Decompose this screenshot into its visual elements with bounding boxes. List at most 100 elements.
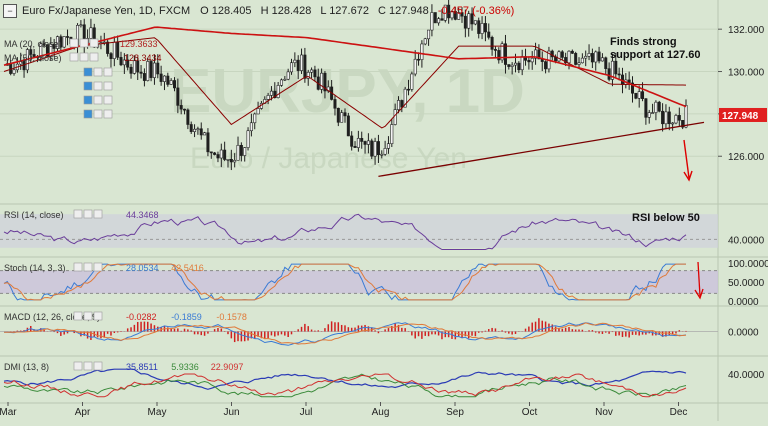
dmi-tick-label: 40.0000 <box>728 370 765 381</box>
stoch-legend-label: Stoch (14, 3, 3) <box>4 263 66 273</box>
candle-body <box>570 50 574 54</box>
candle-body <box>661 110 665 125</box>
legend-toggle-icon <box>103 67 113 77</box>
legend-toggle-icon <box>93 109 103 119</box>
candle-body <box>497 50 501 61</box>
legend-toggle-icon <box>79 38 89 48</box>
candle-body <box>510 64 514 67</box>
candle-body <box>79 24 83 27</box>
candle-body <box>293 59 297 64</box>
candle-body <box>423 38 427 45</box>
candle-body <box>149 61 153 78</box>
rsi-legend-value: 44.3468 <box>126 210 159 220</box>
ma-legend-value: 129.3633 <box>120 39 158 49</box>
dmi-adx-line <box>3 368 687 390</box>
candle-body <box>634 92 638 99</box>
stoch-legend-value: 28.0534 <box>126 263 159 273</box>
candle-body <box>473 20 477 25</box>
candle-body <box>483 23 487 33</box>
candle-body <box>183 108 187 111</box>
candle-body <box>383 148 387 155</box>
collapse-icon[interactable]: − <box>3 4 17 18</box>
candle-body <box>283 78 287 81</box>
watermark-symbol: EURJPY, 1D <box>170 57 525 126</box>
candle-body <box>236 144 240 161</box>
x-tick-label: May <box>148 407 167 418</box>
x-tick-label: Apr <box>75 407 91 418</box>
symbol-title: Euro Fx/Japanese Yen, 1D, FXCM <box>22 5 191 17</box>
macd-legend-value: -0.1859 <box>171 312 202 322</box>
rsi-band <box>0 214 718 248</box>
candle-body <box>450 10 454 19</box>
legend-toggle-icon <box>89 38 99 48</box>
candle-body <box>684 104 688 128</box>
candle-body <box>610 60 614 80</box>
legend-toggle-icon <box>93 67 103 77</box>
candle-body <box>503 43 507 65</box>
candle-body <box>186 109 190 125</box>
candle-body <box>216 154 220 159</box>
candle-body <box>590 53 594 63</box>
candle-body <box>290 62 294 73</box>
candle-body <box>136 60 140 73</box>
candle-body <box>179 105 183 110</box>
candle-body <box>644 98 648 118</box>
candle-body <box>162 75 166 82</box>
candle-body <box>617 73 621 76</box>
candle-body <box>279 79 283 86</box>
candle-body <box>112 41 116 59</box>
candle-body <box>417 58 421 61</box>
candle-body <box>470 13 474 25</box>
ma-legend-label: MA (20, close) <box>4 39 62 49</box>
candle-body <box>343 112 347 117</box>
candle-body <box>480 23 484 34</box>
candle-body <box>584 55 588 59</box>
candle-body <box>490 37 494 50</box>
candle-body <box>390 124 394 145</box>
candle-body <box>139 71 143 74</box>
x-tick-label: Dec <box>670 407 688 418</box>
current-price-tag <box>719 107 767 122</box>
ma-legend-label: MA (50, close) <box>4 53 62 63</box>
x-tick-label: Mar <box>0 407 17 418</box>
candle-body <box>269 90 273 96</box>
candle-body <box>12 69 16 74</box>
candle-body <box>256 108 260 115</box>
rsi-legend: RSI (14, close) 44.3468 <box>4 209 159 220</box>
candle-body <box>520 56 524 71</box>
candle-body <box>664 111 668 125</box>
candle-body <box>45 44 49 57</box>
candle-body <box>433 12 437 24</box>
candle-body <box>534 49 538 59</box>
candle-body <box>654 101 658 113</box>
legend-toggle-icon <box>79 52 89 62</box>
candle-body <box>246 130 250 148</box>
candle-body <box>213 152 217 155</box>
legend-toggle-icon <box>73 262 83 272</box>
price-tick-label: 130.000 <box>728 68 765 79</box>
stoch-band <box>0 270 718 294</box>
stoch-legend: Stoch (14, 3, 3) 28.0534 42.5416 <box>4 262 204 273</box>
candle-body <box>209 151 213 154</box>
candle-body <box>537 49 541 60</box>
macd-legend-value: -0.0282 <box>126 312 157 322</box>
stoch-d-line <box>3 263 686 301</box>
candle-body <box>657 101 661 112</box>
candle-body <box>443 4 447 21</box>
macd-legend: MACD (12, 26, close, 9) -0.0282 -0.1859 -0.… <box>4 311 247 322</box>
price-tick-label: 132.000 <box>728 25 765 36</box>
high-value: H 128.428 <box>260 5 312 17</box>
candle-body <box>55 36 59 49</box>
change-value: -0.457 (-0.36%) <box>437 5 515 17</box>
candle-body <box>340 112 344 123</box>
ma-50-line <box>3 26 687 108</box>
candle-body <box>647 112 651 118</box>
candle-body <box>233 159 237 163</box>
candle-body <box>410 73 414 90</box>
candle-body <box>580 57 584 64</box>
candle-body <box>243 147 247 156</box>
legend-toggle-icon <box>83 109 93 119</box>
